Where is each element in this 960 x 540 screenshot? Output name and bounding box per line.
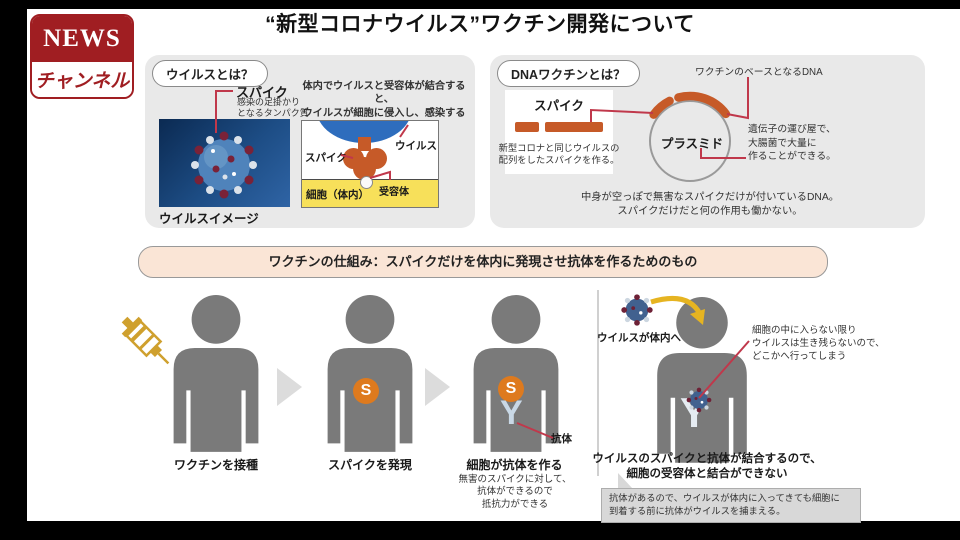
logo-channel-text: チャンネル [32,62,132,97]
virus-body-shape [316,121,412,143]
spike-gene-bar [545,122,603,132]
base-dna-label: ワクチンのベースとなるDNA [695,67,823,78]
plasmid-carrier-note: 遺伝子の運び屋で、 大腸菌で大量に 作ることができる。 [748,124,836,163]
virus-ball [621,294,653,326]
news-channel-logo: NEWS チャンネル [30,14,134,99]
spike-stem-shape [358,137,371,151]
antibody-icon: Y [500,394,523,432]
diagram-receptor-label: 受容体 [379,187,409,198]
receptor-diagram: スパイク ウイルス 受容体 細胞（体内） [301,120,439,208]
virus-panel: ウイルスとは？ スパイク 感染の足掛かり となるタンパク質 [145,55,475,228]
page-title: “新型コロナウイルス”ワクチン開発について [265,13,695,36]
plasmid-label: プラスミド [660,137,724,151]
spike-box-title: スパイク [534,99,584,113]
spike-badge: S [498,376,524,402]
virus-photo-caption: ウイルスイメージ [159,212,259,226]
spike-box: スパイク 新型コロナと同じウイルスの 配列をしたスパイクを作る。 [499,90,619,174]
logo-news-text: NEWS [32,16,132,62]
arrow-right-icon [277,368,302,406]
spike-gene-bar [515,122,539,132]
syringe-icon [121,316,170,365]
spike-badge: S [353,378,379,404]
person-2 [327,295,413,452]
virus-spike-label: スパイク [236,85,288,100]
person-1 [173,295,259,452]
step2-label: スパイクを発現 [328,458,412,472]
right-scene-caption: ウイルスのスパイクと抗体が結合するので、 細胞の受容体と結合ができない [592,453,822,480]
diagram-virus-label: ウイルス [395,140,437,152]
explanation-bubble: 抗体があるので、ウイルスが体内に入ってきても細胞に 到着する前に抗体がウイルスを… [601,488,861,523]
virus-binding-note: 体内でウイルスと受容体が結合すると、 ウイルスが細胞に侵入し、感染する [302,81,466,119]
virus-spike-desc: 感染の足掛かり となるタンパク質 [237,97,309,118]
dna-panel: DNAワクチンとは？ ワクチンのベースとなるDNA スパイク 新型コロナと同じウ… [490,55,925,228]
section-divider [597,290,599,476]
virus-escape-note: 細胞の中に入らない限り ウイルスは生き残らないので、 どこかへ行ってしまう [752,325,885,362]
dna-panel-title: DNAワクチンとは？ [497,60,640,87]
antibody-label: 抗体 [551,433,572,445]
mechanism-banner: ワクチンの仕組み：スパイクだけを体内に発現させ抗体を作るためのもの [138,246,828,278]
step3-note: 無害のスパイクに対して、 抗体ができるので 抵抗力ができる [458,474,572,510]
plasmid-diagram [649,91,731,182]
arrow-right-icon [425,368,450,406]
step1-label: ワクチンを接種 [173,458,258,472]
virus-illustration [191,131,257,199]
virus-entry-label: ウイルスが体内へ [597,332,681,344]
diagram-cell-label: 細胞（体内） [306,189,369,201]
step3-label: 細胞が抗体を作る [466,458,563,472]
diagram-spike-label: スパイク [305,152,347,164]
virus-photo [159,119,290,207]
captured-virus-ball [686,387,712,413]
bubble-tail [618,473,633,489]
virus-panel-title: ウイルスとは？ [152,60,268,87]
person-4 [657,297,747,463]
spike-box-desc: 新型コロナと同じウイルスの 配列をしたスパイクを作る。 [498,143,620,166]
dna-bottom-note: 中身が空っぽで無害なスパイクだけが付いているDNA。 スパイクだけだと何の作用も… [580,192,840,217]
